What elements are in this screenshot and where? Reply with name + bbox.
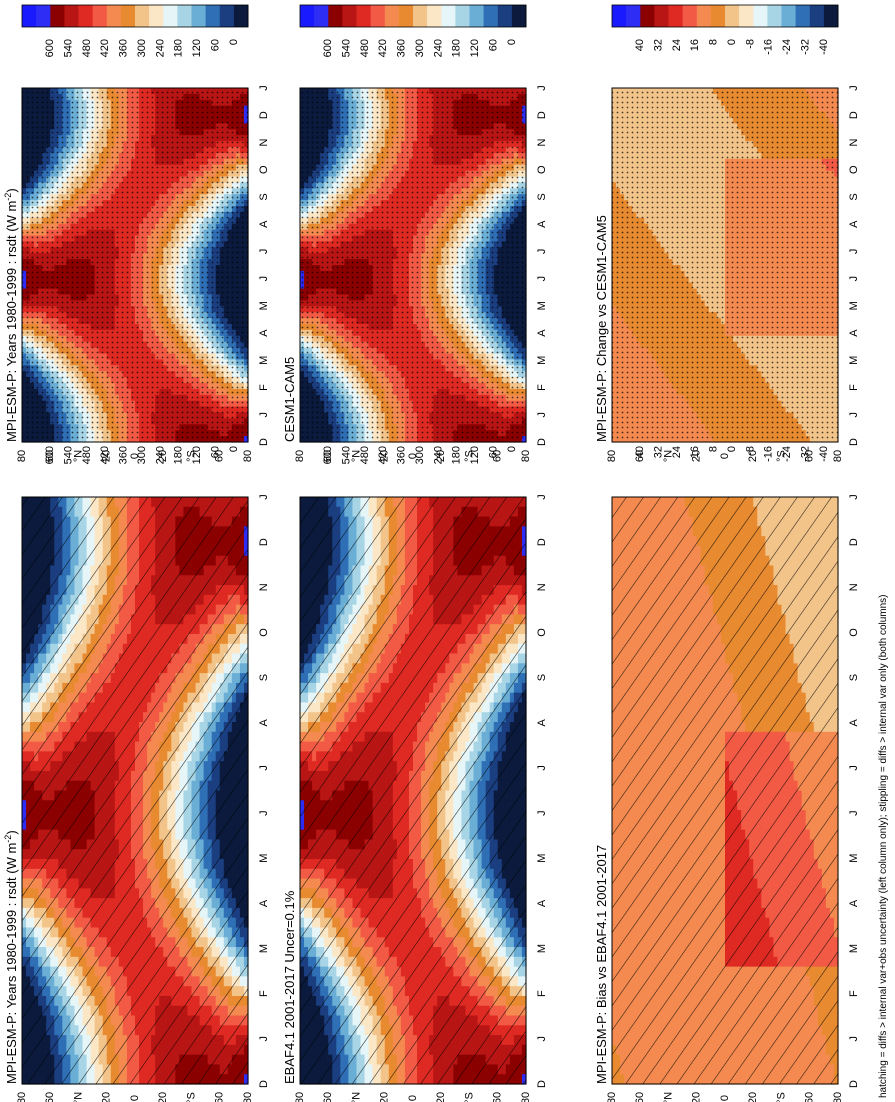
month-tick-label: A (258, 899, 270, 907)
lat-tick-label: 80 (242, 1092, 254, 1102)
lat-tick-label: 0 (129, 1095, 141, 1101)
month-tick-label: J (258, 1036, 270, 1042)
month-tick-label: J (258, 494, 270, 500)
month-tick-label: J (258, 810, 270, 816)
month-tick-label: S (258, 674, 270, 681)
hatching-overlay (22, 497, 248, 1084)
panel-title: MPI-ESM-P: Years 1980-1999 : rsdt (W m-2… (3, 830, 19, 1084)
colorbar-label: 180 (173, 446, 185, 464)
month-tick-label: D (258, 538, 270, 546)
lat-tick-label: °S (185, 1092, 197, 1102)
month-tick-label: F (258, 990, 270, 997)
panel-tl: 80 60 °N 20 0 20 °S 60 80 D J F M A M J J A S O N D J MPI-ESM-P… (3, 411, 270, 1102)
lat-tick-label: 20 (157, 1092, 169, 1102)
month-tick-label: M (258, 854, 270, 863)
lat-tick-label: °N (72, 1092, 84, 1102)
month-tick-label: O (258, 628, 270, 637)
lat-tick-label: 60 (44, 1092, 56, 1102)
month-tick-label: D (258, 1080, 270, 1088)
month-tick-label: J (258, 765, 270, 771)
lat-tick-label: 60 (214, 1092, 226, 1102)
month-tick-label: A (258, 718, 270, 726)
colorbar-label: 360 (118, 446, 130, 464)
month-tick-label: N (258, 583, 270, 591)
colorbar-label: 0 (228, 446, 240, 452)
lat-tick-label: 20 (101, 1092, 113, 1102)
month-tick-label: M (258, 944, 270, 953)
lat-tick-label: 80 (16, 1092, 28, 1102)
